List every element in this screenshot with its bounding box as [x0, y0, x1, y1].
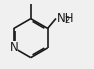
Text: N: N [9, 41, 18, 54]
Text: 2: 2 [64, 16, 70, 25]
Text: NH: NH [56, 12, 74, 25]
